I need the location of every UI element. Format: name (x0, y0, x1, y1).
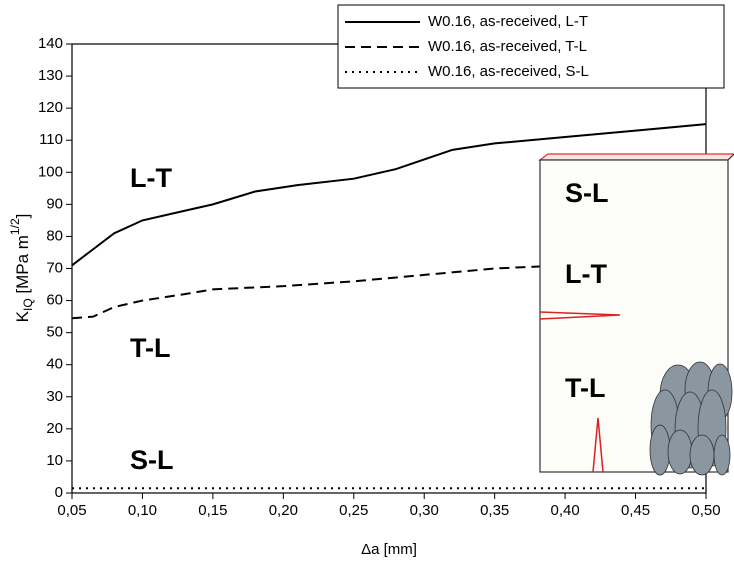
y-label-end: ] (13, 214, 32, 219)
crack-tl (592, 417, 604, 473)
legend-label: W0.16, as-received, S-L (428, 63, 589, 80)
x-tick-label: 0,05 (57, 502, 86, 519)
inset-top (538, 153, 734, 161)
y-label-text: [MPa m (13, 235, 32, 298)
plot: 0 10 20 30 40 50 60 70 80 90 100 110 120 130 140 0,05 0,… (38, 35, 721, 519)
series-line (71, 264, 566, 320)
annotation: T-L (130, 333, 171, 363)
y-tick-label: 20 (46, 420, 63, 437)
legend-label: W0.16, as-received, L-T (428, 13, 588, 30)
x-tick-label: 0,45 (621, 502, 650, 519)
x-tick-label: 0,20 (269, 502, 298, 519)
y-tick-label: 100 (38, 163, 63, 180)
y-label-sub: IQ (21, 298, 35, 311)
y-tick-label: 50 (46, 324, 63, 341)
x-tick-label: 0,10 (128, 502, 157, 519)
grains (649, 361, 733, 476)
inset-edge (727, 153, 734, 161)
inset-label: L-T (565, 259, 607, 289)
annotation: S-L (130, 445, 174, 475)
x-tick-label: 0,35 (480, 502, 509, 519)
y-tick-label: 30 (46, 388, 63, 405)
x-tick-label: 0,15 (198, 502, 227, 519)
y-tick-label: 110 (39, 131, 63, 148)
inset: S-L L-T T-L (538, 153, 734, 476)
legend-label: W0.16, as-received, T-L (428, 38, 587, 55)
y-tick-label: 80 (46, 227, 63, 244)
inset-label: T-L (565, 373, 606, 403)
y-label-main: K (13, 310, 32, 322)
y-tick-label: 90 (46, 195, 63, 212)
y-tick-label: 70 (46, 259, 63, 276)
y-tick-label: 40 (46, 356, 63, 373)
y-label-sup: 1/2 (8, 218, 22, 235)
annotation: L-T (130, 163, 172, 193)
inset-label: S-L (565, 178, 609, 208)
y-axis-label: KIQ [MPa m1/2] (8, 214, 35, 323)
x-tick-label: 0,30 (410, 502, 439, 519)
y-tick-label: 60 (46, 292, 63, 309)
y-tick-label: 10 (46, 452, 63, 469)
y-tick-label: 140 (38, 35, 63, 52)
x-tick-label: 0,40 (551, 502, 580, 519)
x-axis-label: Δa [mm] (361, 541, 417, 558)
series-line (71, 123, 707, 267)
y-tick-label: 130 (38, 67, 63, 84)
legend: W0.16, as-received, L-T W0.16, as-receive… (337, 4, 725, 89)
y-tick-label: 0 (55, 484, 63, 501)
x-tick-label: 0,25 (339, 502, 368, 519)
y-tick-label: 120 (38, 99, 63, 116)
x-tick-label: 0,50 (691, 502, 720, 519)
crack-lt (539, 311, 621, 320)
